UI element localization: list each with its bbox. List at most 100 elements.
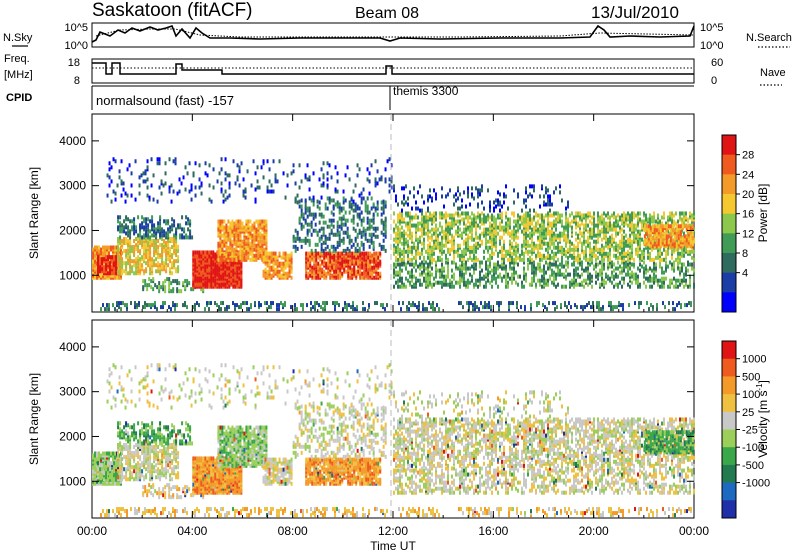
power-cell bbox=[459, 274, 461, 279]
power-cell bbox=[92, 255, 94, 260]
power-cell bbox=[537, 278, 539, 283]
power-cell bbox=[595, 270, 597, 275]
power-cell bbox=[307, 275, 310, 280]
power-cell bbox=[643, 255, 645, 260]
power-cell bbox=[447, 239, 449, 244]
power-cell bbox=[177, 269, 180, 274]
power-cell bbox=[523, 221, 525, 226]
power-cell bbox=[465, 266, 467, 271]
power-cell bbox=[631, 247, 633, 252]
power-cell bbox=[405, 239, 407, 244]
power-cell bbox=[503, 253, 505, 258]
power-cell bbox=[370, 206, 373, 211]
power-cell bbox=[475, 219, 477, 224]
power-cell bbox=[139, 239, 142, 244]
power-cell bbox=[425, 272, 427, 277]
power-cell bbox=[107, 265, 110, 270]
power-cell bbox=[119, 271, 122, 276]
power-cell bbox=[330, 175, 333, 180]
power-cell bbox=[129, 271, 132, 276]
power-cell bbox=[621, 260, 623, 265]
power-cell bbox=[223, 253, 226, 258]
power-cell bbox=[403, 245, 405, 250]
power-cell bbox=[509, 253, 511, 258]
power-cell bbox=[435, 229, 437, 234]
power-cell bbox=[354, 238, 357, 243]
power-cell bbox=[225, 257, 228, 262]
power-cell bbox=[629, 223, 631, 228]
power-cell bbox=[399, 219, 401, 224]
power-cell bbox=[539, 229, 541, 234]
power-cell bbox=[523, 223, 525, 228]
power-cell bbox=[360, 200, 363, 205]
power-cell bbox=[114, 247, 116, 252]
power-cell bbox=[243, 255, 246, 260]
power-cell bbox=[157, 221, 160, 226]
power-cell bbox=[336, 204, 339, 209]
power-cell bbox=[627, 215, 629, 220]
power-cell bbox=[274, 255, 277, 260]
power-cell bbox=[477, 213, 479, 218]
power-cell bbox=[153, 241, 156, 246]
power-cell bbox=[342, 206, 345, 211]
power-cell bbox=[499, 264, 501, 269]
power-cell bbox=[603, 282, 605, 287]
power-cell bbox=[326, 244, 329, 249]
power-cell bbox=[679, 270, 681, 275]
power-cell bbox=[623, 260, 625, 265]
power-cell bbox=[259, 225, 262, 230]
power-cell bbox=[94, 259, 96, 264]
power-cell bbox=[665, 262, 667, 267]
power-cell bbox=[174, 157, 177, 162]
power-cell bbox=[643, 270, 645, 275]
power-cell bbox=[525, 276, 527, 281]
power-cell bbox=[322, 248, 325, 253]
power-cell bbox=[599, 233, 601, 238]
power-cell bbox=[384, 204, 387, 209]
power-cell bbox=[605, 272, 607, 277]
power-cell bbox=[515, 219, 517, 224]
power-cell bbox=[639, 257, 641, 262]
power-cell bbox=[475, 243, 477, 248]
power-cell bbox=[304, 238, 307, 243]
power-cell bbox=[407, 255, 409, 260]
power-cell bbox=[113, 263, 116, 268]
power-cell bbox=[411, 284, 413, 289]
power-cell bbox=[579, 217, 581, 222]
power-cell bbox=[334, 165, 337, 170]
power-cell bbox=[509, 217, 511, 222]
power-cell bbox=[507, 219, 509, 224]
power-cell bbox=[515, 223, 517, 228]
power-cell bbox=[475, 225, 477, 230]
power-cell bbox=[561, 249, 563, 254]
power-cell bbox=[204, 171, 207, 176]
power-cell bbox=[348, 177, 351, 182]
power-cell bbox=[264, 257, 267, 262]
power-cell bbox=[272, 271, 275, 276]
power-cell bbox=[365, 257, 368, 262]
power-cell bbox=[505, 229, 507, 234]
power-cell bbox=[251, 243, 254, 248]
power-cell bbox=[595, 253, 597, 258]
power-cell bbox=[233, 257, 236, 262]
power-cell bbox=[559, 245, 561, 250]
power-cell bbox=[145, 217, 148, 222]
power-cell bbox=[200, 183, 203, 188]
power-cell bbox=[369, 263, 372, 268]
power-cell bbox=[689, 274, 691, 279]
power-cell bbox=[505, 278, 507, 283]
power-cell bbox=[533, 247, 535, 252]
power-cell bbox=[278, 251, 281, 256]
power-cell bbox=[313, 251, 316, 256]
power-cell bbox=[236, 262, 239, 267]
power-cell bbox=[471, 245, 473, 250]
power-cell bbox=[469, 229, 471, 234]
power-cell bbox=[143, 239, 146, 244]
power-cell bbox=[331, 275, 334, 280]
power-cell bbox=[218, 274, 221, 279]
power-cell bbox=[345, 257, 348, 262]
power-cell bbox=[617, 266, 619, 271]
power-cell bbox=[309, 263, 312, 268]
power-cell bbox=[497, 251, 499, 256]
power-cell bbox=[545, 260, 547, 265]
